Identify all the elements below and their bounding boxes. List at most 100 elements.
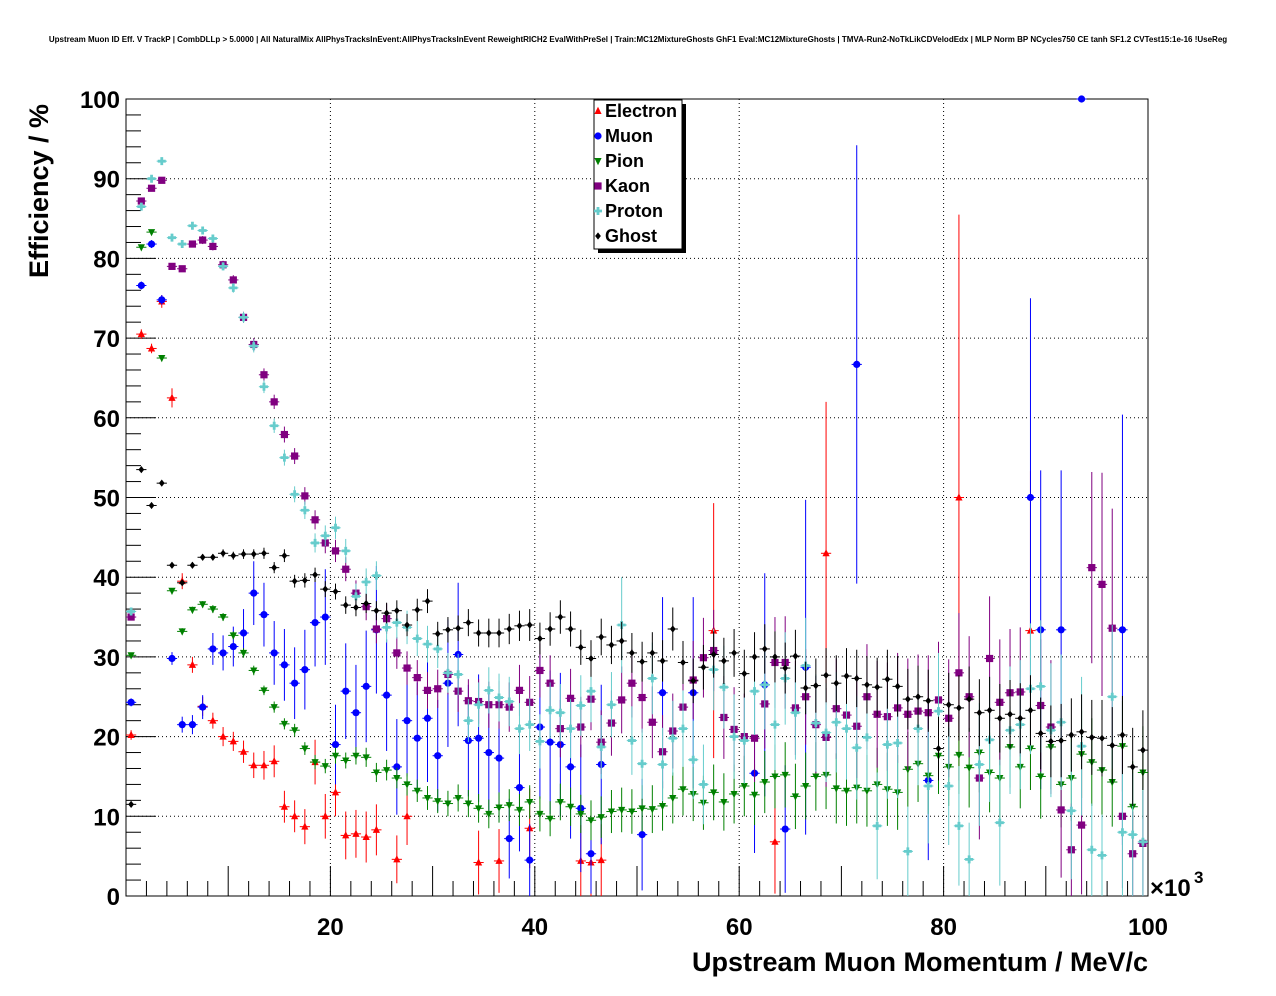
point-electron — [147, 344, 156, 352]
point-ghost — [148, 501, 155, 510]
point-pion — [127, 652, 135, 660]
grid-lines — [126, 99, 1148, 896]
point-proton — [975, 760, 984, 769]
point-pion — [587, 817, 595, 825]
legend-entry-pion: Pion — [594, 151, 644, 171]
point-muon — [168, 654, 176, 663]
point-proton — [852, 743, 861, 752]
point-muon — [1077, 95, 1086, 103]
point-muon — [853, 360, 861, 369]
point-muon — [434, 752, 442, 760]
point-muon — [137, 281, 145, 290]
point-proton — [556, 708, 565, 717]
point-pion — [812, 773, 820, 781]
point-electron — [239, 747, 248, 755]
point-proton — [290, 490, 299, 499]
point-muon — [280, 661, 289, 669]
point-pion — [791, 793, 800, 801]
point-pion — [434, 798, 442, 806]
point-proton — [433, 644, 442, 653]
point-pion — [229, 632, 237, 640]
y-tick-label: 0 — [107, 884, 120, 911]
point-pion — [199, 601, 207, 609]
point-electron — [270, 757, 278, 765]
point-ghost — [322, 585, 329, 593]
point-kaon — [270, 398, 278, 406]
point-pion — [505, 802, 513, 810]
chart-title: Upstream Muon ID Eff. V TrackP | CombDLL… — [49, 35, 1227, 44]
point-ghost — [720, 657, 727, 665]
point-muon — [638, 831, 646, 839]
point-pion — [137, 244, 145, 252]
point-ghost — [690, 677, 697, 685]
point-proton — [423, 640, 432, 649]
point-pion — [321, 763, 329, 771]
point-electron — [955, 493, 963, 501]
point-proton — [770, 720, 779, 729]
point-proton — [607, 700, 616, 709]
point-proton — [842, 724, 851, 733]
point-ghost — [1099, 734, 1105, 742]
point-pion — [556, 798, 564, 807]
point-ghost — [281, 552, 288, 560]
point-kaon — [158, 176, 166, 184]
point-pion — [710, 789, 718, 797]
point-proton — [362, 577, 371, 586]
point-pion — [842, 787, 851, 795]
point-pion — [352, 752, 360, 760]
point-ghost — [393, 607, 400, 615]
point-ghost — [199, 553, 206, 561]
point-pion — [331, 752, 340, 760]
point-kaon — [1057, 806, 1065, 814]
point-kaon — [178, 265, 186, 273]
point-kaon — [955, 669, 963, 677]
point-muon — [260, 611, 268, 619]
point-muon — [270, 649, 278, 657]
point-electron — [209, 716, 217, 724]
point-ghost — [996, 714, 1003, 722]
point-electron — [250, 761, 258, 769]
point-proton — [495, 693, 504, 702]
point-electron — [219, 732, 227, 740]
point-ghost — [833, 679, 840, 687]
point-proton — [392, 618, 401, 627]
point-electron — [301, 822, 309, 830]
point-kaon — [536, 666, 544, 675]
point-proton — [321, 531, 330, 540]
legend-marker-kaon — [594, 182, 602, 190]
point-electron — [280, 802, 289, 810]
point-pion — [260, 687, 268, 695]
point-ghost — [935, 744, 942, 753]
y-tick-label: 40 — [93, 565, 120, 592]
point-proton — [454, 670, 463, 679]
point-kaon — [331, 547, 340, 555]
point-ghost — [455, 624, 462, 632]
point-electron — [372, 825, 380, 833]
point-muon — [423, 714, 432, 722]
point-pion — [597, 814, 605, 822]
point-muon — [291, 679, 299, 687]
point-ghost — [915, 693, 921, 701]
y-tick-label: 30 — [93, 645, 120, 672]
point-proton — [1118, 828, 1127, 837]
point-pion — [740, 783, 748, 791]
point-muon — [505, 835, 513, 843]
point-electron — [362, 832, 370, 841]
point-ghost — [751, 653, 758, 661]
point-muon — [178, 721, 186, 729]
point-ghost — [741, 670, 748, 678]
point-proton — [259, 382, 268, 391]
point-pion — [536, 810, 544, 819]
point-proton — [484, 686, 493, 695]
point-proton — [331, 523, 340, 532]
y-tick-label: 10 — [93, 804, 120, 831]
point-ghost — [516, 622, 523, 630]
point-proton — [689, 755, 698, 764]
point-pion — [291, 727, 299, 735]
x-multiplier-exponent: 3 — [1194, 868, 1203, 887]
point-muon — [1118, 626, 1127, 634]
point-muon — [342, 687, 350, 695]
point-ghost — [547, 625, 554, 633]
point-proton — [505, 697, 514, 706]
y-tick-label: 50 — [93, 486, 120, 513]
